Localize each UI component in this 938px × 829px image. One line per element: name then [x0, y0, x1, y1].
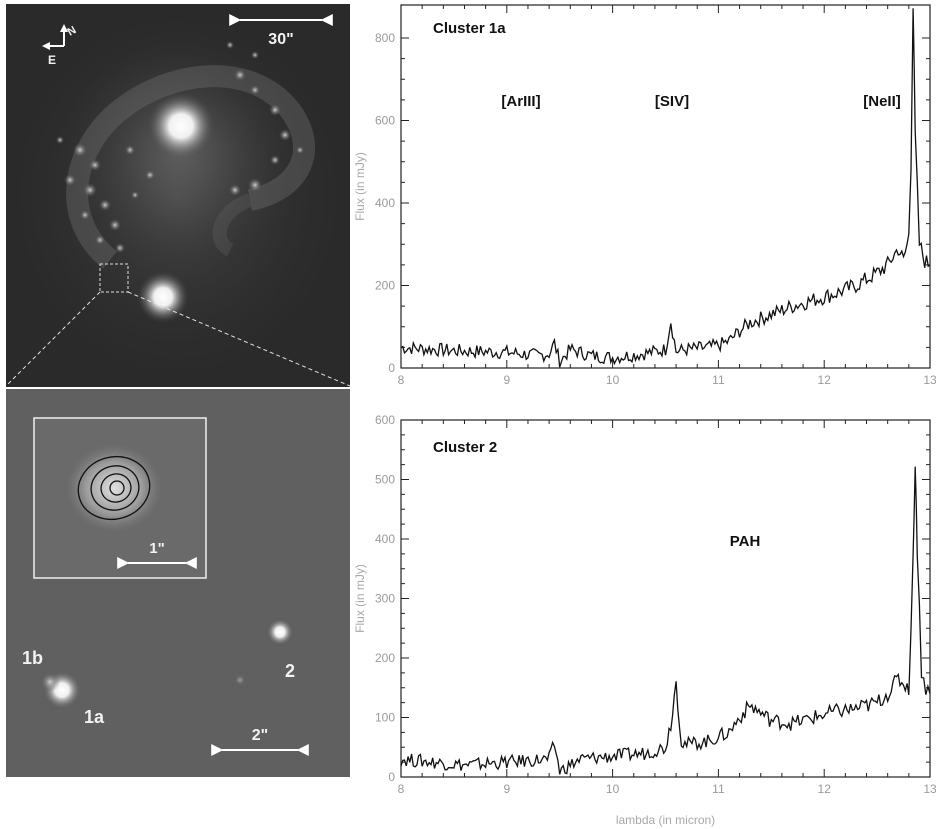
- source-1b: [40, 672, 60, 692]
- star-forming-knots: [56, 41, 304, 253]
- x-tick-label: 9: [503, 373, 510, 387]
- x-tick-label: 10: [606, 373, 620, 387]
- scale-label-2: 2": [252, 727, 268, 744]
- label-2: 2: [285, 661, 295, 681]
- y-tick-label: 300: [375, 592, 395, 606]
- galaxy-image: 30" E N: [5, 4, 351, 387]
- plot-frame: [400, 4, 931, 369]
- x-tick-label: 13: [923, 373, 937, 387]
- inset-scale-label: 1": [149, 540, 164, 557]
- y-tick-label: 400: [375, 196, 395, 210]
- zoom-line-right: [127, 291, 351, 387]
- spectrum-chart-cluster-2: 8 9 10 11 12 13 0 100 200 300 400 500 600 Flux (in mJ…: [353, 413, 937, 827]
- y-axis-label: Flux (in mJy): [353, 564, 367, 633]
- y-tick-label: 400: [375, 532, 395, 546]
- y-tick-label: 500: [375, 473, 395, 487]
- spectrum-chart-cluster-1a: 8 9 10 11 12 13 0 200 400 600 800 Flux (in mJy) Clus…: [353, 4, 937, 387]
- y-tick-label: 600: [375, 413, 395, 427]
- x-tick-label: 12: [818, 782, 832, 796]
- y-tick-label: 0: [388, 361, 395, 375]
- x-axis-label: lambda (in micron): [616, 813, 715, 827]
- x-tick-label: 8: [398, 373, 405, 387]
- y-tick-label: 0: [388, 770, 395, 784]
- scale-label-30: 30": [268, 31, 293, 48]
- y-tick-label: 200: [375, 279, 395, 293]
- x-tick-label: 8: [398, 782, 405, 796]
- label-1b: 1b: [22, 648, 43, 668]
- cluster-image: 1" 1b 1a 2 2": [6, 389, 350, 777]
- source-2: [266, 618, 294, 646]
- line-annotation: [NeII]: [863, 93, 901, 110]
- x-tick-label: 10: [606, 782, 620, 796]
- plot-frame: [400, 419, 931, 778]
- x-tick-label: 13: [923, 782, 937, 796]
- zoom-box: [99, 263, 129, 293]
- spectrum-line: [400, 466, 931, 775]
- y-axis-label: Flux (in mJy): [353, 152, 367, 221]
- label-1a: 1a: [84, 707, 105, 727]
- x-tick-label: 11: [712, 782, 725, 796]
- y-tick-label: 600: [375, 114, 395, 128]
- x-tick-label: 12: [818, 373, 832, 387]
- x-tick-label: 11: [712, 373, 725, 387]
- inset-contours: [77, 455, 151, 521]
- line-annotation: [ArIII]: [501, 93, 540, 110]
- line-annotation: [SIV]: [655, 93, 689, 110]
- y-tick-label: 800: [375, 31, 395, 45]
- chart-title: Cluster 1a: [433, 20, 506, 37]
- line-annotation: PAH: [730, 533, 761, 550]
- y-tick-label: 200: [375, 651, 395, 665]
- spectrum-line: [400, 8, 931, 368]
- zoom-line-left: [5, 291, 101, 387]
- x-tick-label: 9: [503, 782, 510, 796]
- chart-title: Cluster 2: [433, 439, 497, 456]
- compass-e-label: E: [48, 53, 56, 67]
- y-tick-label: 100: [375, 711, 395, 725]
